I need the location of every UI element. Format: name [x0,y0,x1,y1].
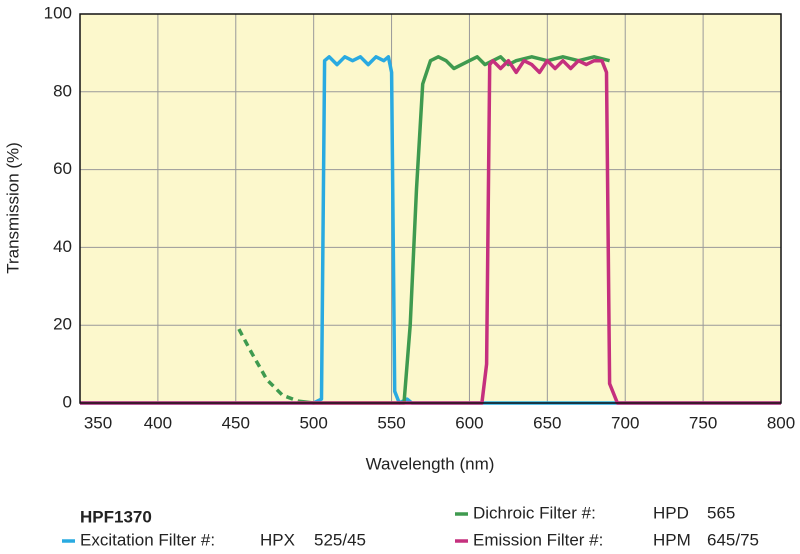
x-tick-label: 700 [611,413,639,432]
x-tick-label: 800 [767,413,795,432]
x-tick-label: 650 [533,413,561,432]
legend-spec: 565 [707,503,735,522]
y-axis-label: Transmission (%) [3,142,22,274]
y-tick-label: 40 [53,237,72,256]
x-tick-label: 400 [144,413,172,432]
legend-product: HPD [653,503,689,522]
legend-label: Dichroic Filter #: [473,503,596,522]
y-tick-label: 100 [44,3,72,22]
legend-label: Emission Filter #: [473,530,603,549]
series-line [80,58,781,405]
x-tick-label: 750 [689,413,717,432]
x-tick-label: 450 [222,413,250,432]
y-tick-label: 60 [53,159,72,178]
legend-title: HPF1370 [80,507,152,526]
plot-background [80,14,781,403]
legend-label: Excitation Filter #: [80,530,215,549]
x-tick-label: 500 [299,413,327,432]
legend-spec: 525/45 [314,530,366,549]
x-tick-label: 600 [455,413,483,432]
plot-frame [79,13,782,404]
x-tick-label: 550 [377,413,405,432]
y-tick-label: 0 [63,392,72,411]
legend-product: HPX [260,530,295,549]
x-axis-label: Wavelength (nm) [366,454,495,473]
y-tick-label: 80 [53,81,72,100]
x-tick-label: 350 [84,413,112,432]
y-tick-label: 20 [53,315,72,334]
series-line [237,328,299,403]
legend-product: HPM [653,530,691,549]
legend-spec: 645/75 [707,530,759,549]
